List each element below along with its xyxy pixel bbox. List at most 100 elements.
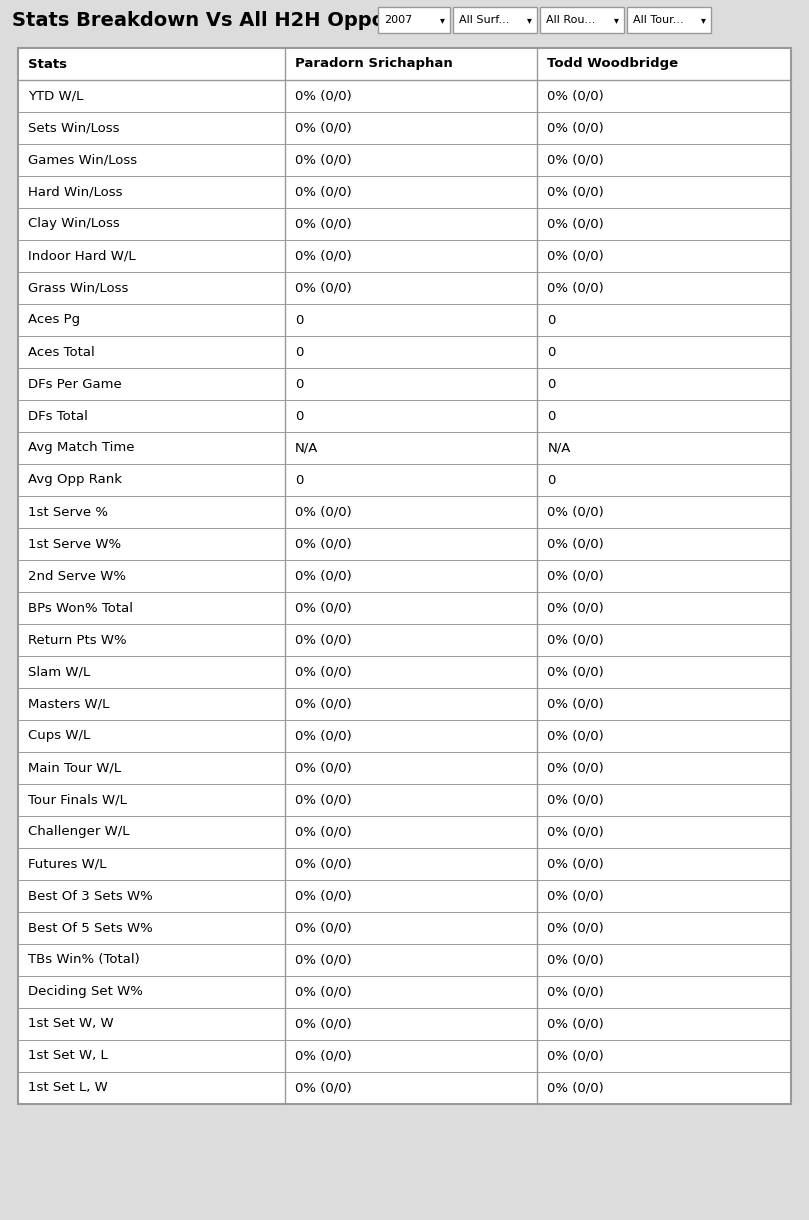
Text: Slam W/L: Slam W/L	[28, 665, 91, 678]
Text: 0% (0/0): 0% (0/0)	[294, 761, 351, 775]
Text: All Surf...: All Surf...	[459, 15, 510, 24]
Text: 1st Set W, L: 1st Set W, L	[28, 1049, 108, 1063]
Text: DFs Per Game: DFs Per Game	[28, 377, 121, 390]
Text: 0% (0/0): 0% (0/0)	[548, 665, 604, 678]
Text: 0% (0/0): 0% (0/0)	[548, 698, 604, 710]
Text: 0% (0/0): 0% (0/0)	[548, 730, 604, 743]
Text: 0% (0/0): 0% (0/0)	[294, 122, 351, 134]
Text: 2nd Serve W%: 2nd Serve W%	[28, 570, 126, 582]
Text: 0: 0	[294, 473, 303, 487]
Text: Hard Win/Loss: Hard Win/Loss	[28, 185, 122, 199]
Text: 0% (0/0): 0% (0/0)	[294, 730, 351, 743]
Text: 0: 0	[548, 314, 556, 327]
Text: YTD W/L: YTD W/L	[28, 89, 83, 102]
Text: Aces Pg: Aces Pg	[28, 314, 80, 327]
Text: Aces Total: Aces Total	[28, 345, 95, 359]
Text: ▾: ▾	[701, 15, 705, 24]
Text: 1st Serve W%: 1st Serve W%	[28, 538, 121, 550]
Text: 0% (0/0): 0% (0/0)	[548, 826, 604, 838]
Bar	[18, 48, 791, 1104]
Text: 0% (0/0): 0% (0/0)	[548, 122, 604, 134]
Text: 0% (0/0): 0% (0/0)	[294, 1081, 351, 1094]
Text: 0: 0	[548, 377, 556, 390]
Text: 0% (0/0): 0% (0/0)	[294, 633, 351, 647]
Text: ▾: ▾	[439, 15, 444, 24]
Text: 0% (0/0): 0% (0/0)	[294, 954, 351, 966]
Text: 0% (0/0): 0% (0/0)	[548, 538, 604, 550]
Text: 0% (0/0): 0% (0/0)	[548, 154, 604, 166]
Text: Todd Woodbridge: Todd Woodbridge	[548, 57, 679, 71]
Text: Avg Match Time: Avg Match Time	[28, 442, 134, 455]
Text: Futures W/L: Futures W/L	[28, 858, 107, 871]
Text: 0% (0/0): 0% (0/0)	[548, 858, 604, 871]
Text: Masters W/L: Masters W/L	[28, 698, 109, 710]
Text: 0% (0/0): 0% (0/0)	[548, 921, 604, 935]
Text: 0% (0/0): 0% (0/0)	[294, 889, 351, 903]
Text: All Rou...: All Rou...	[546, 15, 595, 24]
Text: Return Pts W%: Return Pts W%	[28, 633, 127, 647]
Text: 0% (0/0): 0% (0/0)	[294, 858, 351, 871]
Text: Games Win/Loss: Games Win/Loss	[28, 154, 137, 166]
Text: 0% (0/0): 0% (0/0)	[294, 1017, 351, 1031]
Text: 0% (0/0): 0% (0/0)	[548, 1017, 604, 1031]
Text: 0% (0/0): 0% (0/0)	[548, 954, 604, 966]
Bar	[540, 7, 624, 33]
Text: Best Of 5 Sets W%: Best Of 5 Sets W%	[28, 921, 153, 935]
Text: Clay Win/Loss: Clay Win/Loss	[28, 217, 120, 231]
Text: 0% (0/0): 0% (0/0)	[294, 986, 351, 998]
Text: N/A: N/A	[294, 442, 318, 455]
Text: BPs Won% Total: BPs Won% Total	[28, 601, 133, 615]
Text: 0% (0/0): 0% (0/0)	[294, 921, 351, 935]
Text: Best Of 3 Sets W%: Best Of 3 Sets W%	[28, 889, 153, 903]
Text: Stats Breakdown Vs All H2H Opponents: Stats Breakdown Vs All H2H Opponents	[12, 11, 447, 29]
Text: 0% (0/0): 0% (0/0)	[548, 1081, 604, 1094]
Text: 0% (0/0): 0% (0/0)	[548, 217, 604, 231]
Text: 0% (0/0): 0% (0/0)	[294, 1049, 351, 1063]
Text: 0% (0/0): 0% (0/0)	[548, 633, 604, 647]
Text: Sets Win/Loss: Sets Win/Loss	[28, 122, 120, 134]
Text: Indoor Hard W/L: Indoor Hard W/L	[28, 250, 136, 262]
Bar	[627, 7, 711, 33]
Text: Deciding Set W%: Deciding Set W%	[28, 986, 143, 998]
Text: 0% (0/0): 0% (0/0)	[548, 89, 604, 102]
Text: 1st Set W, W: 1st Set W, W	[28, 1017, 113, 1031]
Text: 0% (0/0): 0% (0/0)	[294, 250, 351, 262]
Text: 1st Serve %: 1st Serve %	[28, 505, 108, 518]
Text: 0% (0/0): 0% (0/0)	[548, 282, 604, 294]
Text: Avg Opp Rank: Avg Opp Rank	[28, 473, 122, 487]
Text: 1st Set L, W: 1st Set L, W	[28, 1081, 108, 1094]
Text: 0% (0/0): 0% (0/0)	[294, 665, 351, 678]
Text: 0% (0/0): 0% (0/0)	[294, 89, 351, 102]
Text: 0% (0/0): 0% (0/0)	[294, 185, 351, 199]
Text: Main Tour W/L: Main Tour W/L	[28, 761, 121, 775]
Text: 0% (0/0): 0% (0/0)	[548, 761, 604, 775]
Text: Challenger W/L: Challenger W/L	[28, 826, 129, 838]
Text: 0: 0	[548, 473, 556, 487]
Text: 0: 0	[548, 410, 556, 422]
Text: 0% (0/0): 0% (0/0)	[294, 154, 351, 166]
Text: 0% (0/0): 0% (0/0)	[548, 505, 604, 518]
Text: 0% (0/0): 0% (0/0)	[294, 601, 351, 615]
Text: Grass Win/Loss: Grass Win/Loss	[28, 282, 129, 294]
Text: DFs Total: DFs Total	[28, 410, 88, 422]
Text: 0% (0/0): 0% (0/0)	[548, 185, 604, 199]
Text: 0% (0/0): 0% (0/0)	[294, 698, 351, 710]
Bar	[378, 7, 450, 33]
Text: Paradorn Srichaphan: Paradorn Srichaphan	[294, 57, 452, 71]
Text: 0% (0/0): 0% (0/0)	[548, 570, 604, 582]
Text: TBs Win% (Total): TBs Win% (Total)	[28, 954, 140, 966]
Text: 0% (0/0): 0% (0/0)	[548, 889, 604, 903]
Text: ▾: ▾	[527, 15, 532, 24]
Text: ▾: ▾	[613, 15, 618, 24]
Text: 2007: 2007	[384, 15, 413, 24]
Text: 0% (0/0): 0% (0/0)	[548, 986, 604, 998]
Text: 0% (0/0): 0% (0/0)	[548, 250, 604, 262]
Text: 0: 0	[294, 314, 303, 327]
Text: 0% (0/0): 0% (0/0)	[294, 217, 351, 231]
Text: 0% (0/0): 0% (0/0)	[548, 601, 604, 615]
Text: 0: 0	[294, 410, 303, 422]
Text: Tour Finals W/L: Tour Finals W/L	[28, 793, 127, 806]
Text: Cups W/L: Cups W/L	[28, 730, 91, 743]
Text: Stats: Stats	[28, 57, 67, 71]
Text: All Tour...: All Tour...	[633, 15, 684, 24]
